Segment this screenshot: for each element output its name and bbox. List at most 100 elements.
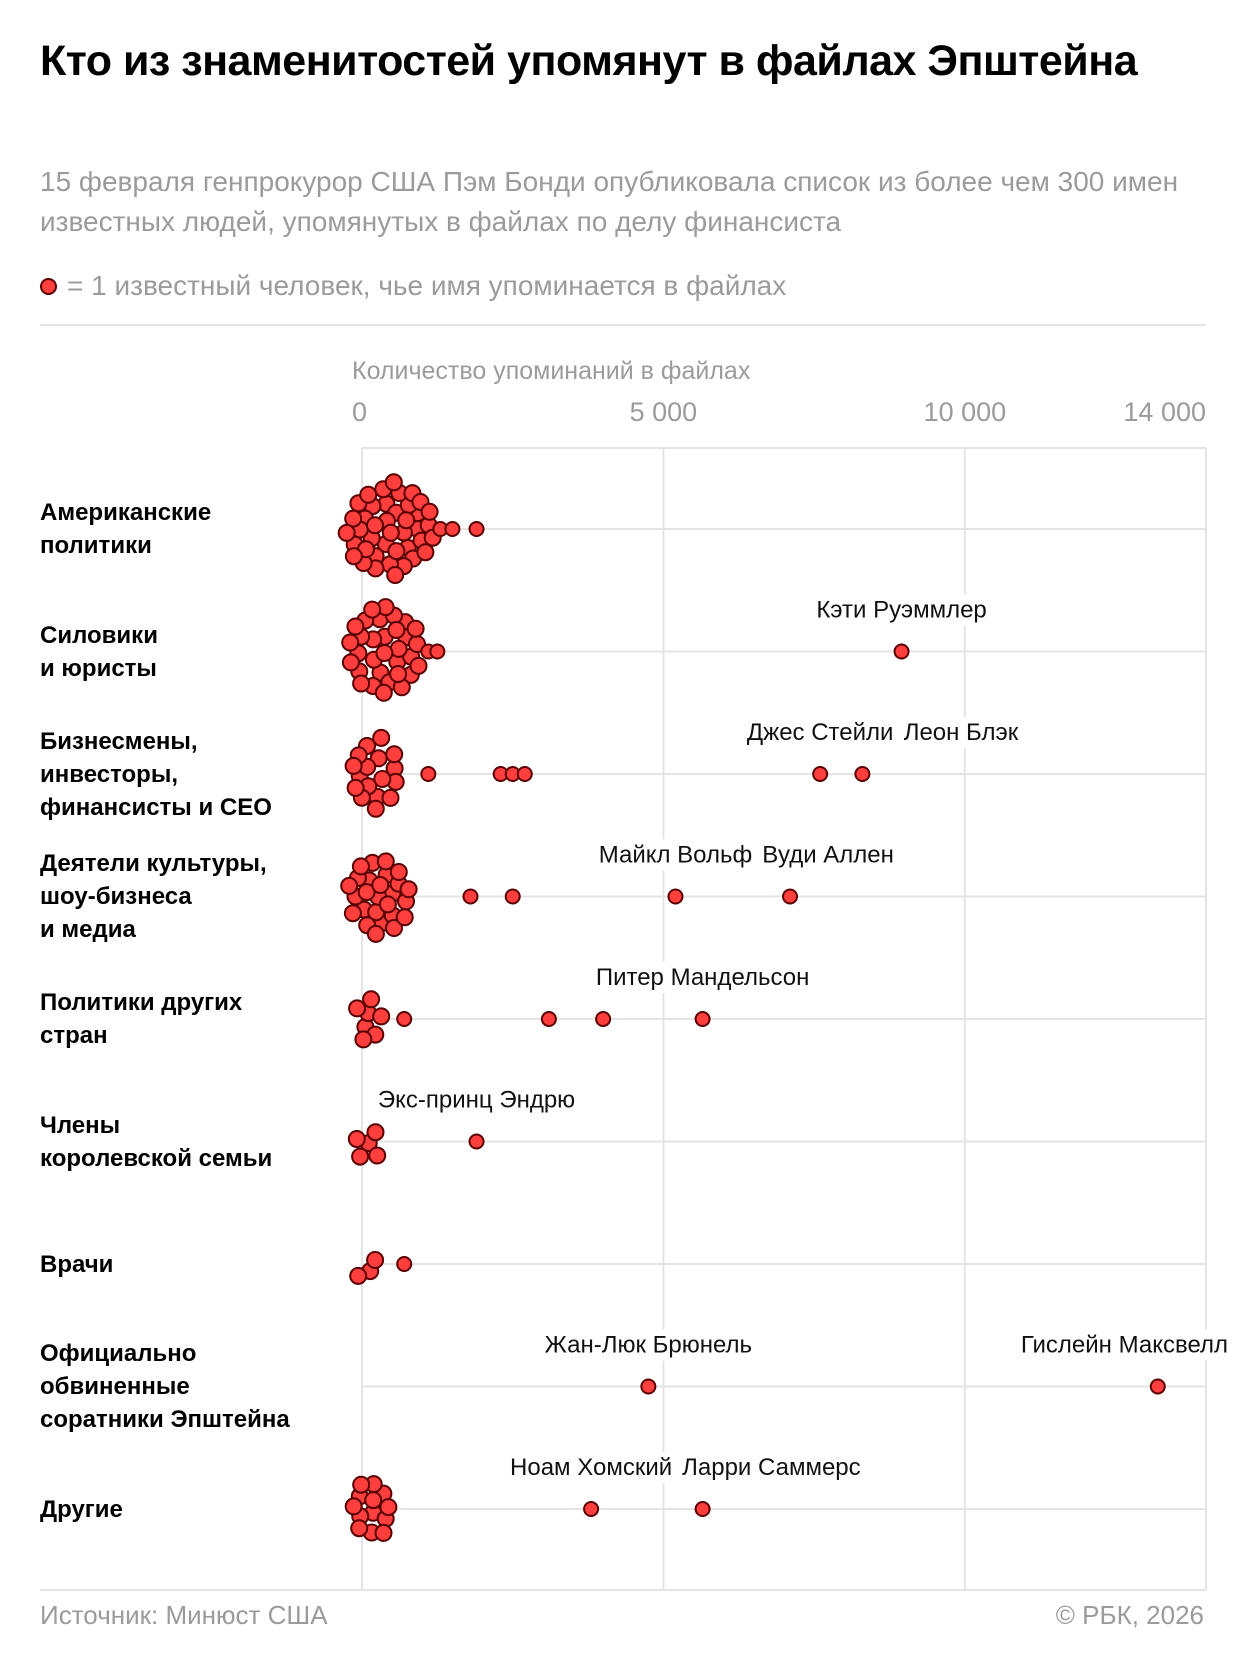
- person-dot: [366, 516, 384, 535]
- category-label-line: соратники Эпштейна: [40, 1406, 290, 1433]
- person-dot: [348, 999, 367, 1018]
- person-dot: [352, 674, 371, 693]
- person-dot: [395, 908, 414, 927]
- person-dot: [366, 1123, 385, 1142]
- person-name-annotation: Ноам Хомский: [506, 1452, 677, 1483]
- x-axis-title: Количество упоминаний в файлах: [352, 357, 751, 385]
- named-person-dot: [640, 1378, 657, 1395]
- person-name-annotation: Джес Стейли: [742, 717, 898, 748]
- named-person-dot: [667, 888, 684, 905]
- person-dot: [504, 888, 521, 905]
- x-tick-label: 5 000: [629, 397, 698, 427]
- person-name-label: Питер Мандельсон: [596, 964, 810, 991]
- person-dot: [387, 621, 406, 639]
- named-person-dot: [468, 1133, 485, 1150]
- category-label: Члены королевской семьи: [40, 1109, 340, 1175]
- person-name-label: Леон Блэк: [904, 719, 1019, 746]
- named-person-dot: [782, 888, 799, 905]
- person-name-label: Вуди Аллен: [762, 842, 894, 869]
- person-name-annotation: Питер Мандельсон: [591, 962, 814, 993]
- person-dot: [416, 543, 435, 562]
- category-label-line: Силовики: [40, 622, 158, 649]
- person-dot: [540, 1011, 557, 1027]
- person-name-background: [758, 839, 898, 871]
- category-label-line: Политики других: [40, 989, 243, 1016]
- named-person-dot: [694, 1501, 711, 1517]
- person-dot: [375, 644, 394, 662]
- x-tick-label: 0: [352, 397, 368, 427]
- person-name-annotation: Вуди Аллен: [758, 839, 898, 871]
- person-dot: [344, 1497, 363, 1516]
- category-label-line: Другие: [40, 1496, 123, 1523]
- person-dot: [409, 656, 428, 675]
- person-name-annotation: Ларри Саммерс: [678, 1452, 865, 1483]
- person-name-background: [742, 717, 898, 748]
- person-dot: [385, 919, 403, 937]
- person-dot: [368, 1146, 387, 1165]
- x-tick-label: 10 000: [923, 397, 1007, 427]
- person-dot: [385, 745, 404, 764]
- person-dot: [399, 880, 418, 899]
- named-person-dot: [854, 766, 871, 782]
- person-dot: [374, 683, 393, 702]
- person-dot: [346, 778, 365, 797]
- person-dot: [350, 1519, 369, 1538]
- person-dot: [366, 1251, 385, 1269]
- person-name-background: [678, 1452, 865, 1483]
- category-label-line: Врачи: [40, 1251, 114, 1278]
- dots: [337, 473, 1166, 1542]
- category-label-line: Бизнесмены,: [40, 728, 198, 755]
- person-dot: [387, 542, 406, 561]
- person-dot: [352, 1475, 371, 1494]
- person-name-label: Майкл Вольф: [599, 842, 753, 869]
- person-name-background: [373, 1084, 580, 1116]
- person-dot: [429, 643, 446, 660]
- category-label-line: и юристы: [40, 655, 157, 682]
- person-name-background: [506, 1452, 677, 1483]
- person-name-label: Кэти Руэммлер: [816, 597, 986, 624]
- person-dot: [371, 876, 390, 894]
- person-dot: [372, 728, 391, 747]
- category-label-line: инвесторы,: [40, 761, 178, 788]
- category-label-line: Американские: [40, 499, 212, 526]
- person-name-label: Гислейн Максвелл: [1021, 1332, 1228, 1359]
- copyright: © РБК, 2026: [1055, 1600, 1204, 1630]
- person-dot: [363, 600, 382, 619]
- person-dot: [396, 1011, 413, 1027]
- person-dot: [406, 619, 425, 638]
- category-label-line: стран: [40, 1022, 108, 1049]
- chart-subtitle: 15 февраля генпрокурор США Пэм Бонди опу…: [40, 166, 1179, 237]
- named-person-dot: [583, 1501, 600, 1517]
- category-label: Американские политики: [40, 496, 340, 562]
- top-divider: [40, 324, 1206, 326]
- person-dot: [389, 863, 408, 881]
- legend: = 1 известный человек, чье имя упоминает…: [40, 268, 786, 304]
- person-name-label: Ларри Саммерс: [682, 1454, 861, 1481]
- named-person-dot: [694, 1011, 711, 1027]
- person-dot: [366, 799, 385, 818]
- person-dot: [357, 883, 376, 902]
- source-note: Источник: Минюст США: [40, 1600, 328, 1630]
- person-name-background: [594, 839, 757, 871]
- category-label: Официально обвиненные соратники Эпштейна: [40, 1337, 340, 1436]
- category-label-line: Официально: [40, 1340, 197, 1367]
- person-dot: [468, 521, 485, 537]
- person-dot: [337, 523, 356, 542]
- person-dot: [397, 511, 416, 530]
- category-label: Врачи: [40, 1248, 340, 1281]
- person-dot: [346, 617, 365, 636]
- category-label-line: шоу-бизнеса: [40, 883, 192, 910]
- person-dot: [340, 876, 359, 895]
- person-name-annotation: Экс-принц Эндрю: [373, 1084, 580, 1116]
- person-name-background: [899, 717, 1023, 748]
- legend-text: = 1 известный человек, чье имя упоминает…: [67, 270, 787, 301]
- person-dot: [364, 1491, 383, 1510]
- person-dot: [344, 547, 363, 566]
- category-label: Другие: [40, 1493, 340, 1526]
- x-tick-label: 14 000: [1123, 397, 1206, 427]
- named-person-dot: [893, 643, 910, 660]
- person-name-annotation: Кэти Руэммлер: [812, 594, 991, 626]
- person-dot: [386, 566, 405, 584]
- person-dot: [366, 924, 385, 943]
